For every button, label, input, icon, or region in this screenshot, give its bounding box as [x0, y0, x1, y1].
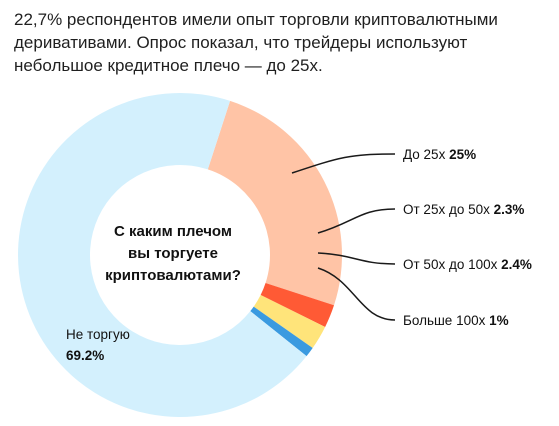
center-title-line-3: криптовалютами?: [105, 267, 241, 284]
leader-line-do-25x: [291, 153, 396, 174]
leader-line-over-100x: [317, 267, 396, 321]
leader-line-50x-100x: [317, 252, 396, 265]
slice-4: [18, 92, 307, 418]
slice-label-25x-50x: От 25x до 50x 2.3%: [403, 202, 524, 217]
center-title-line-2: вы торгуете: [128, 245, 218, 262]
intro-text: 22,7% респондентов имели опыт торговли к…: [14, 10, 498, 75]
slice-2: [253, 294, 326, 348]
slice-0: [207, 100, 342, 306]
center-title-line-1: С каким плечом: [114, 223, 232, 240]
slice-label-50x-100x: От 50x до 100x 2.4%: [403, 257, 532, 272]
slice-label-do-25x: До 25x 25%: [403, 147, 476, 162]
slice-label-ne-torguyu: Не торгую: [66, 327, 130, 342]
slice-3: [250, 306, 313, 357]
chart-slices: [18, 92, 342, 418]
slice-label-over-100x: Больше 100x 1%: [403, 313, 509, 328]
slice-1: [260, 282, 334, 327]
leader-line-25x-50x: [317, 208, 396, 234]
slice-value-ne-torguyu: 69.2%: [66, 348, 104, 363]
